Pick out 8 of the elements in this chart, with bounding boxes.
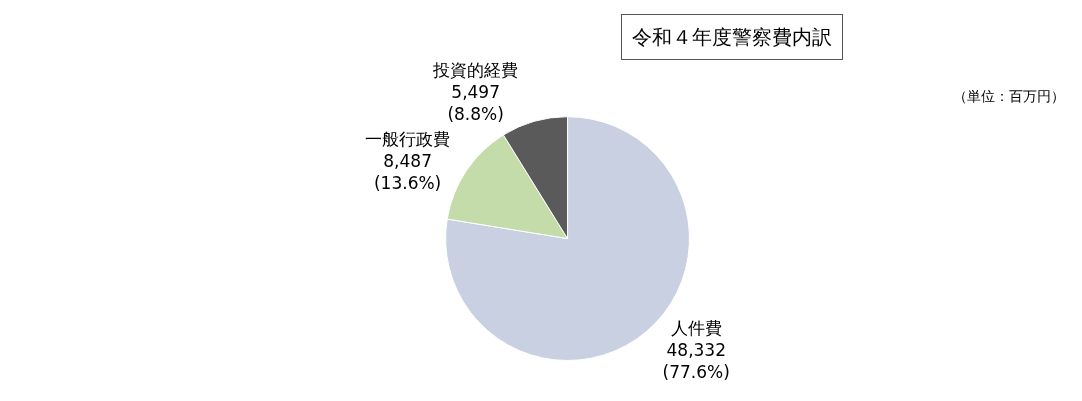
- slice-label: 一般行政費: [365, 128, 451, 149]
- data-label: 48,332 (77.6%): [662, 340, 730, 383]
- data-label: 8,487 (13.6%): [373, 151, 442, 194]
- text: （単位：百万円）: [953, 88, 1065, 104]
- chart-title: 令和４年度警察費内訳: [632, 25, 832, 49]
- slice-label: 人件費: [670, 317, 722, 338]
- slice-label: 投資的経費: [432, 59, 519, 80]
- data-label: 5,497 (8.8%): [447, 81, 504, 124]
